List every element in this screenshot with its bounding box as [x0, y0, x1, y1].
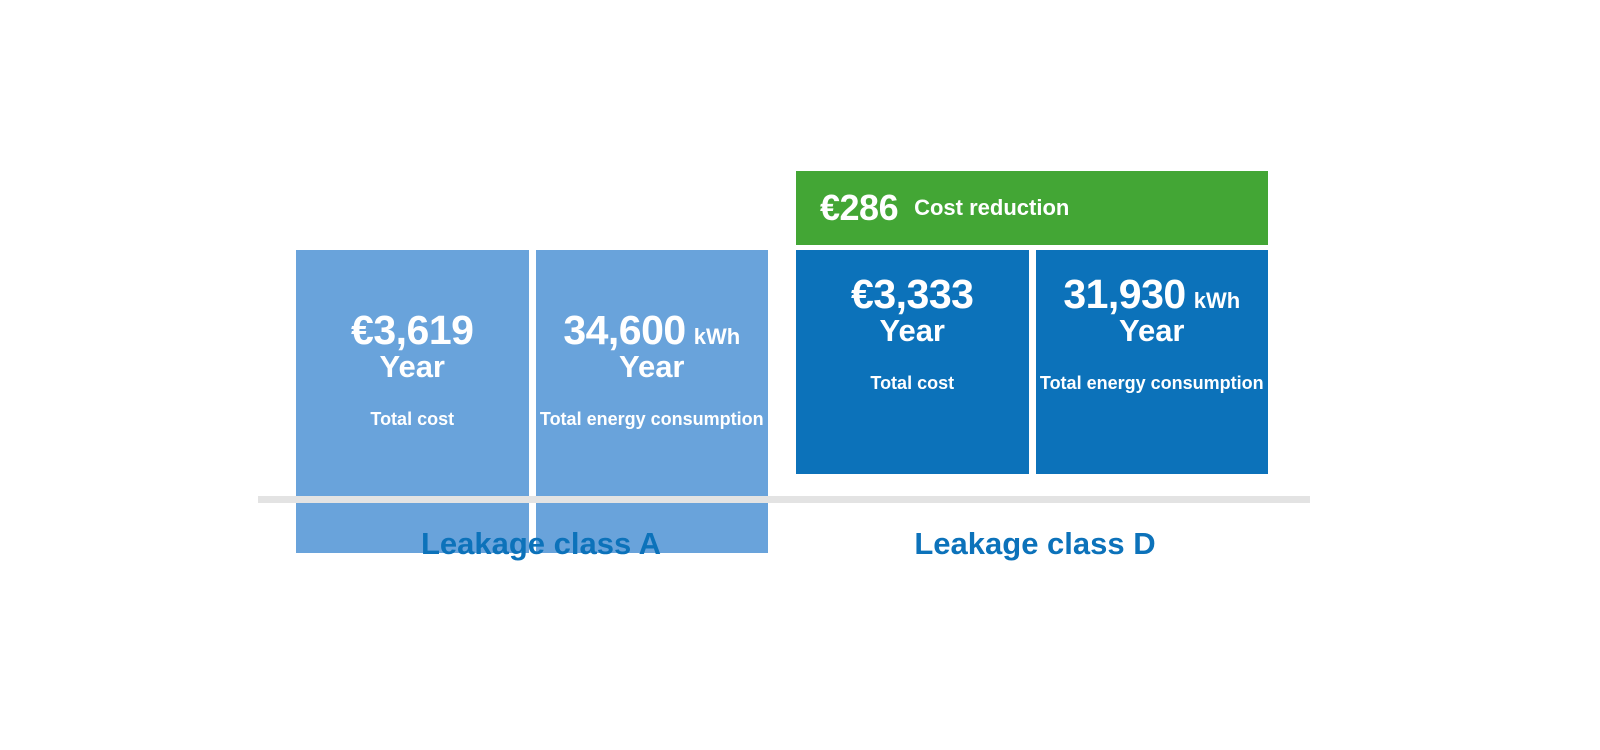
metric-caption: Total energy consumption: [539, 408, 764, 429]
comparison-group-leakage-class-d: €286 Cost reduction €3,333 Year Total co…: [796, 171, 1268, 474]
card-row-leakage-class-d: €3,333 Year Total cost 31,930 kWh Year T…: [796, 250, 1268, 474]
metric-value: €3,619: [351, 307, 474, 353]
class-label-leakage-class-d: Leakage class D: [914, 526, 1156, 561]
metric-value-row: €3,619: [296, 307, 529, 353]
banner-placeholder-leakage-class-a: [296, 171, 768, 250]
metric-caption: Total cost: [370, 408, 455, 429]
metric-caption: Total cost: [870, 372, 955, 393]
metric-period: Year: [1118, 313, 1185, 349]
card-row-leakage-class-a: €3,619 Year Total cost 34,600 kWh Year T…: [296, 250, 768, 553]
metric-period: Year: [618, 349, 685, 385]
cost-reduction-amount: €286: [820, 187, 899, 228]
metric-value: €3,333: [851, 271, 974, 317]
metric-card-total-energy-class-d: 31,930 kWh Year Total energy consumption: [1035, 250, 1269, 474]
cost-reduction-label: Cost reduction: [914, 195, 1070, 220]
metric-period: Year: [879, 313, 945, 349]
metric-card-total-cost-class-a: €3,619 Year Total cost: [296, 250, 529, 553]
metric-value-row: €3,333: [796, 271, 1029, 317]
metric-period: Year: [379, 349, 445, 385]
metric-value-row: 34,600 kWh: [536, 307, 769, 353]
class-label-leakage-class-a: Leakage class A: [420, 526, 662, 561]
metric-value-row: 31,930 kWh: [1036, 271, 1269, 317]
horizontal-divider: [258, 496, 1310, 503]
metric-card-total-cost-class-d: €3,333 Year Total cost: [796, 250, 1029, 474]
metric-unit: kWh: [693, 324, 741, 349]
metric-caption: Total energy consumption: [1039, 372, 1264, 393]
metric-value: 34,600: [563, 307, 686, 353]
metric-unit: kWh: [1193, 288, 1241, 313]
metric-value: 31,930: [1063, 271, 1186, 317]
metric-card-total-energy-class-a: 34,600 kWh Year Total energy consumption: [535, 250, 769, 553]
cost-reduction-banner: €286 Cost reduction: [796, 171, 1268, 245]
